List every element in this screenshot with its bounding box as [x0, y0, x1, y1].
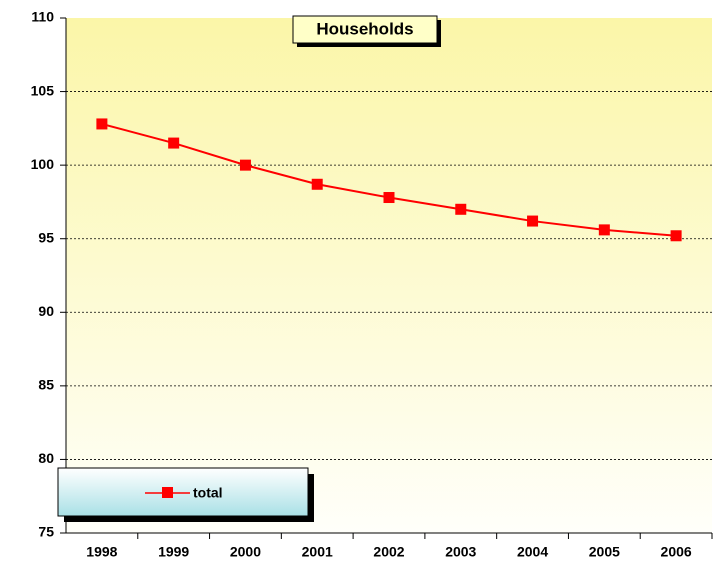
y-tick-label: 75	[38, 524, 54, 540]
chart-title: Households	[316, 19, 413, 38]
y-tick-label: 80	[38, 450, 54, 466]
x-tick-label: 2003	[445, 544, 476, 560]
title-box	[292, 15, 438, 44]
y-tick-label: 95	[38, 229, 54, 245]
x-tick-label: 2005	[589, 544, 620, 560]
data-point	[239, 159, 251, 171]
x-tick-label: 2001	[302, 544, 333, 560]
data-point	[168, 137, 180, 149]
x-tick-label: 1998	[86, 544, 117, 560]
x-tick-label: 2000	[230, 544, 261, 560]
data-point	[527, 215, 539, 227]
legend-label: total	[193, 485, 223, 501]
data-point	[311, 178, 323, 190]
legend-box	[57, 467, 309, 517]
plot-area	[66, 18, 712, 533]
x-tick-label: 1999	[158, 544, 189, 560]
x-tick-label: 2006	[661, 544, 692, 560]
data-point	[670, 230, 682, 242]
y-tick-label: 90	[38, 303, 54, 319]
y-tick-label: 110	[31, 9, 54, 25]
y-tick-label: 85	[38, 377, 54, 393]
data-point	[455, 203, 467, 215]
x-tick-label: 2004	[517, 544, 548, 560]
x-tick-label: 2002	[373, 544, 404, 560]
data-point	[598, 224, 610, 236]
data-point	[96, 118, 108, 130]
y-tick-label: 105	[31, 82, 55, 98]
y-tick-label: 100	[31, 156, 55, 172]
legend-marker	[162, 487, 173, 498]
data-point	[383, 192, 395, 204]
